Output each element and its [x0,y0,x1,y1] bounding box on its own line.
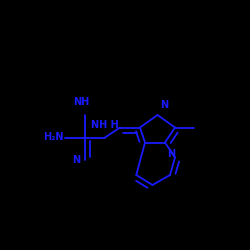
Text: N: N [167,149,175,159]
Text: NH H: NH H [91,120,119,130]
Text: H₂N: H₂N [44,132,64,142]
Text: NH: NH [73,98,90,108]
Text: N: N [160,100,168,110]
Text: N: N [72,155,80,165]
